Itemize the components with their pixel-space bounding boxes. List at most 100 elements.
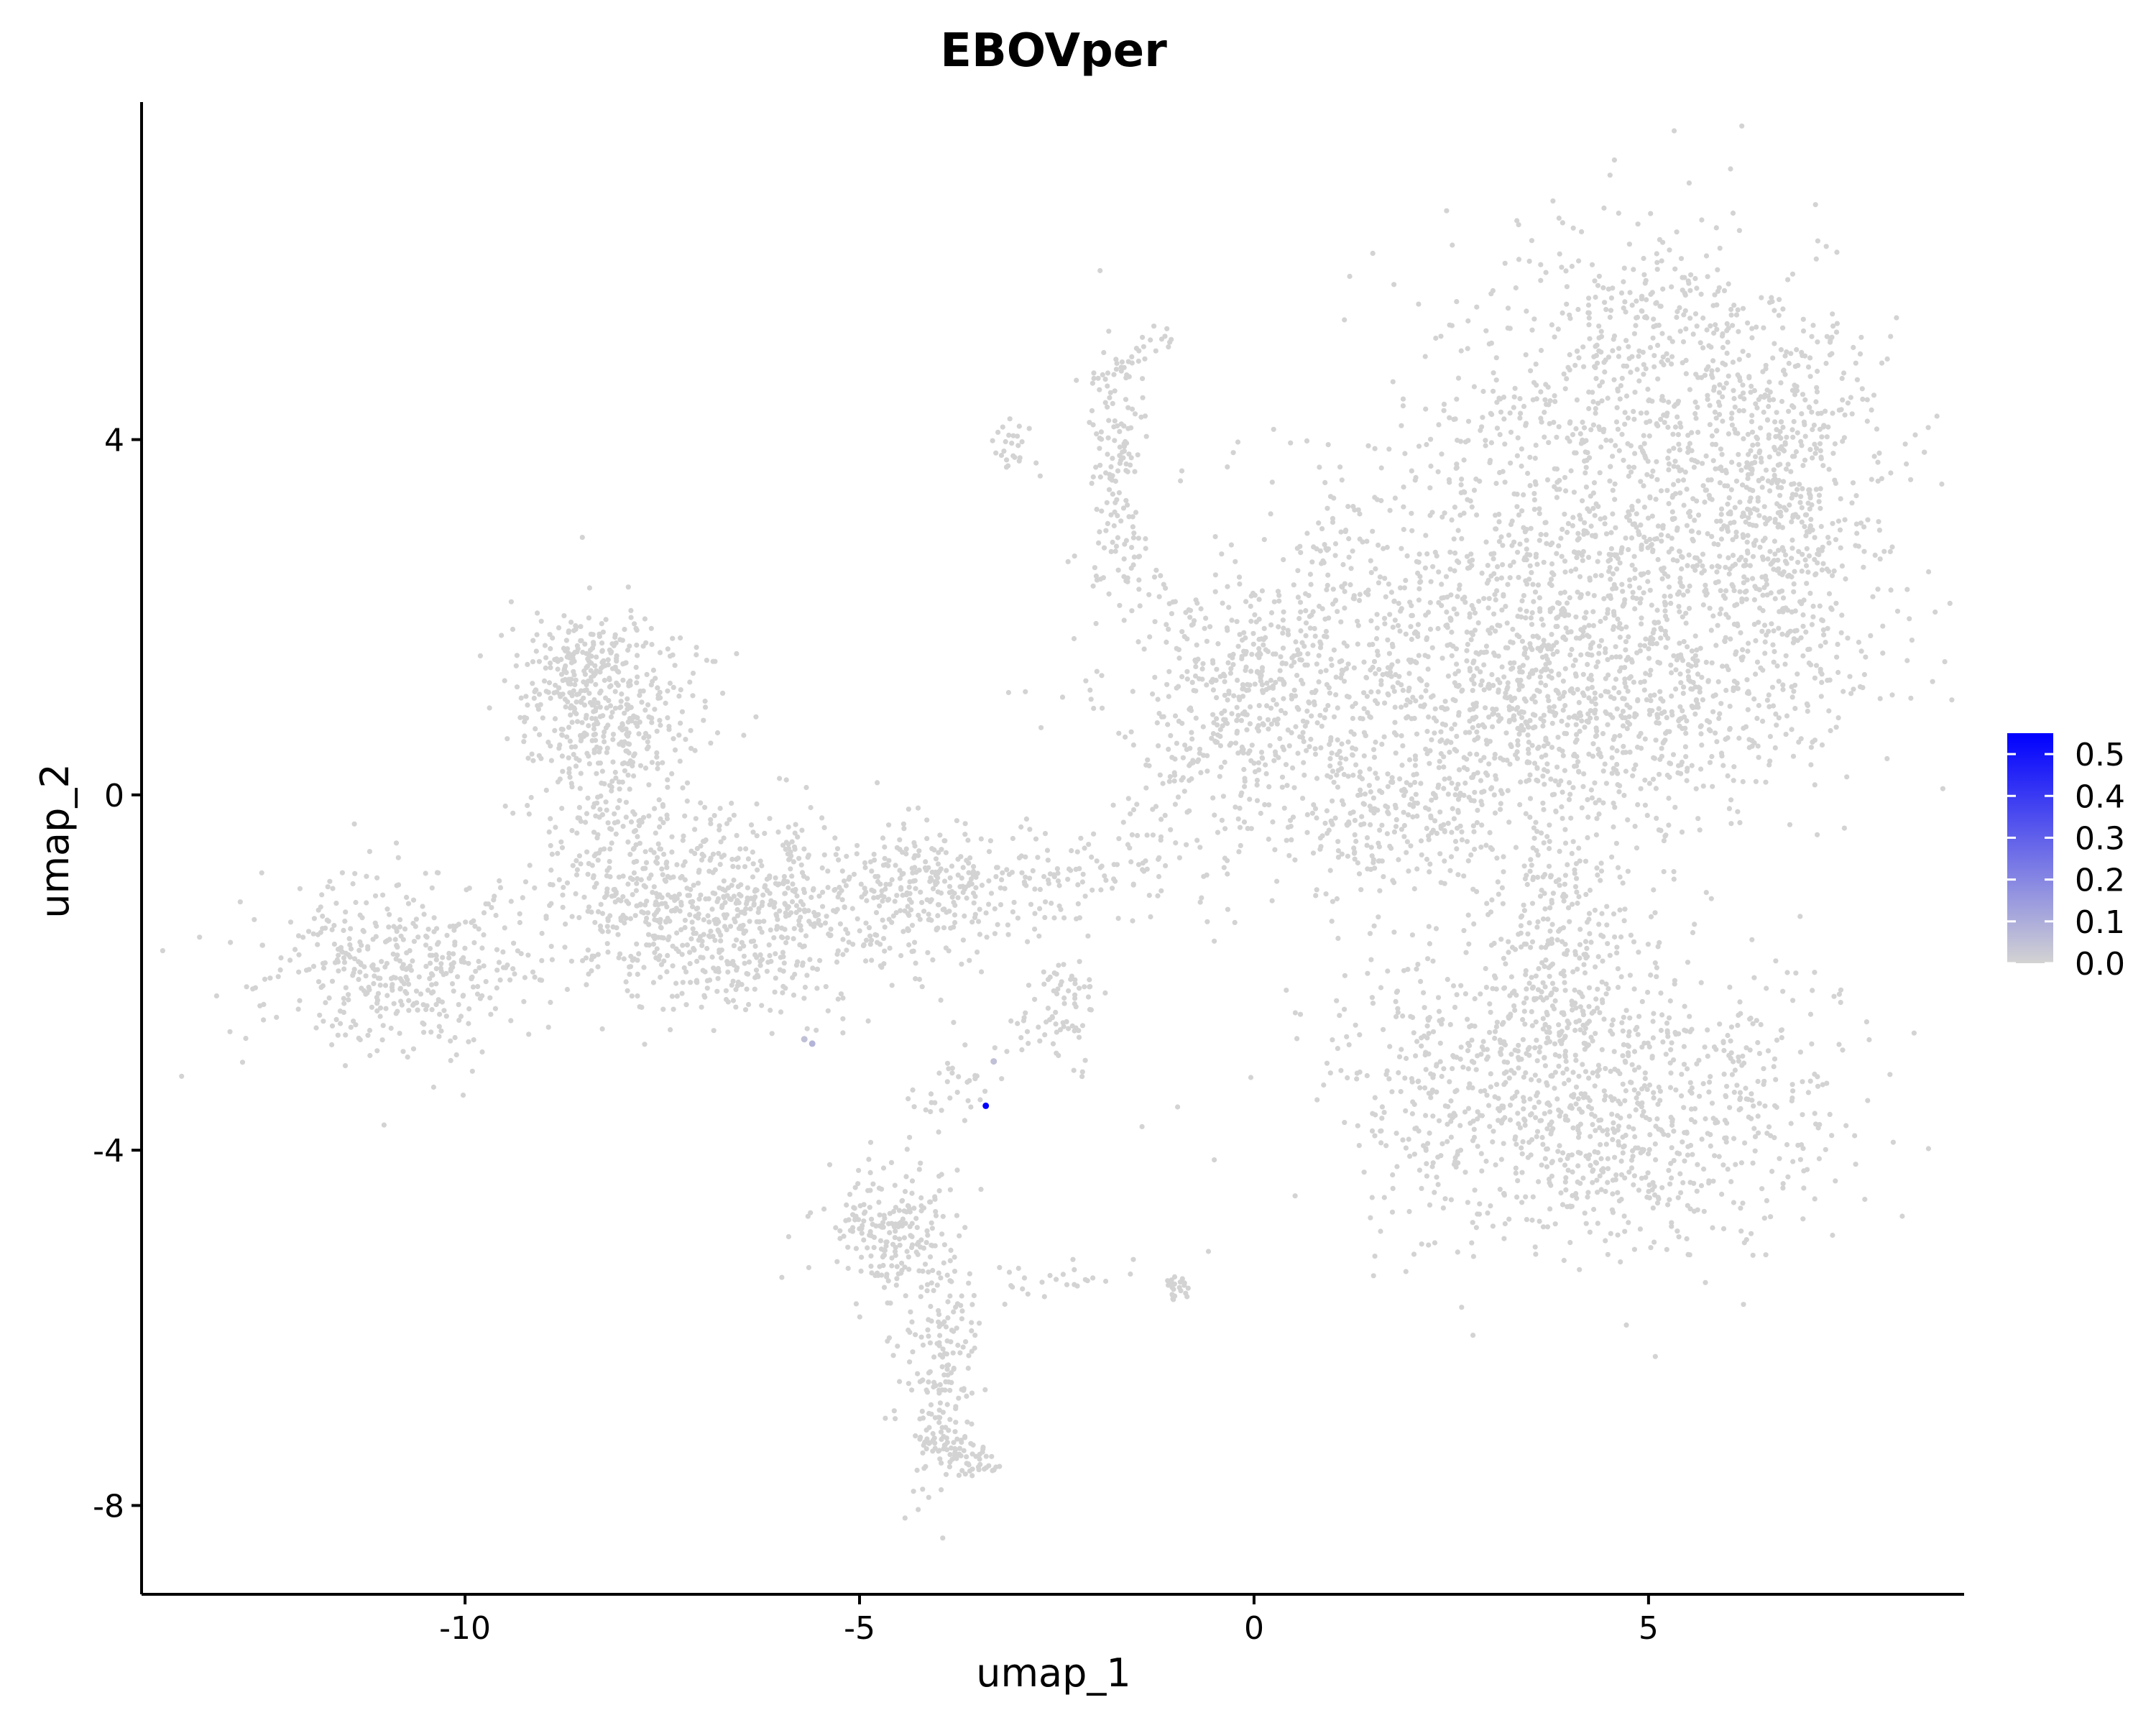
cell-point <box>1608 1231 1613 1236</box>
cell-point <box>1628 1165 1635 1171</box>
cell-point <box>1797 500 1803 505</box>
cell-point <box>1569 263 1575 270</box>
cell-point <box>1193 663 1199 670</box>
cell-point <box>1750 1160 1756 1166</box>
cell-point <box>1416 551 1422 557</box>
cell-point <box>1667 1197 1672 1203</box>
cell-point <box>1688 686 1694 692</box>
cell-point <box>1330 587 1336 592</box>
cell-point <box>1737 589 1743 594</box>
cell-point <box>1648 914 1654 919</box>
cell-point <box>1457 1123 1463 1129</box>
cell-point <box>1461 873 1467 879</box>
cell-point <box>1359 776 1365 782</box>
cell-point <box>1820 561 1826 566</box>
cell-point <box>1517 607 1523 612</box>
cell-point <box>1673 667 1679 673</box>
cell-point <box>1593 800 1598 806</box>
cell-point <box>1438 729 1444 735</box>
cell-point <box>1462 730 1468 735</box>
cell-point <box>1424 856 1430 863</box>
cell-point <box>1591 593 1597 599</box>
cell-point <box>1726 667 1731 673</box>
cell-point <box>1715 563 1720 569</box>
cell-point <box>1527 483 1533 489</box>
cell-point <box>1797 599 1803 605</box>
cell-point <box>1664 413 1669 419</box>
cell-point <box>1500 901 1506 906</box>
cell-point <box>1570 785 1576 791</box>
cell-point <box>1442 829 1447 835</box>
cell-point <box>1593 353 1599 359</box>
cell-point <box>1265 648 1271 655</box>
cell-point <box>1238 842 1243 848</box>
cell-point <box>1660 354 1666 360</box>
cell-point <box>1611 800 1616 806</box>
cell-point <box>1581 364 1587 369</box>
cell-point <box>1902 441 1908 447</box>
cell-point <box>1439 656 1445 661</box>
cell-point <box>1174 645 1179 651</box>
cell-point <box>1593 715 1599 721</box>
cell-point <box>1544 1146 1549 1152</box>
cell-point <box>1710 1225 1715 1231</box>
cell-point <box>1654 815 1659 821</box>
cell-point <box>1631 1173 1637 1179</box>
cell-point <box>1304 812 1310 817</box>
cell-point <box>1451 1054 1457 1060</box>
cell-point <box>1532 589 1539 595</box>
cell-point <box>1338 675 1344 681</box>
cell-point <box>1810 988 1815 993</box>
cell-point <box>1386 651 1392 656</box>
cell-point <box>1731 588 1737 594</box>
cell-point <box>1665 424 1671 431</box>
cell-point <box>1574 732 1580 737</box>
cell-point <box>1748 466 1754 472</box>
cell-point <box>1428 694 1434 700</box>
cell-point <box>1662 632 1669 638</box>
cell-point <box>1225 628 1230 633</box>
cell-point <box>1887 548 1893 555</box>
cell-point <box>1422 354 1428 359</box>
cell-point <box>1678 424 1684 430</box>
cell-point <box>1682 714 1687 720</box>
cell-point <box>1439 582 1445 587</box>
cell-point <box>1724 1083 1730 1089</box>
cell-point <box>1537 1044 1543 1050</box>
cell-point <box>1834 249 1840 255</box>
cell-point <box>1448 592 1454 598</box>
cell-point <box>1505 680 1511 686</box>
cell-point <box>1297 657 1303 663</box>
cell-point <box>1333 692 1339 698</box>
cell-point <box>1426 1242 1432 1248</box>
cell-point <box>1641 255 1646 262</box>
cell-point <box>1519 1151 1525 1157</box>
cell-point <box>1651 323 1657 330</box>
cell-point <box>1176 684 1181 689</box>
cell-point <box>1889 692 1895 698</box>
cell-point <box>1667 247 1672 253</box>
cell-point <box>1268 677 1273 684</box>
cell-point <box>1660 1039 1666 1045</box>
cell-point <box>1755 441 1761 447</box>
cell-point <box>1385 665 1391 671</box>
cell-point <box>1653 497 1659 502</box>
cell-point <box>1504 758 1510 763</box>
cell-point <box>1390 1185 1396 1191</box>
cell-point <box>1445 674 1451 679</box>
cell-point <box>1754 659 1761 665</box>
cell-point <box>1498 801 1503 806</box>
cell-point <box>1784 434 1789 440</box>
cell-point <box>1783 732 1789 737</box>
cell-point <box>1564 284 1570 290</box>
cell-point <box>1587 336 1593 341</box>
cell-point <box>1462 1169 1468 1175</box>
cell-point <box>1588 939 1594 945</box>
cell-point <box>1383 803 1388 809</box>
cell-point <box>1448 1197 1454 1203</box>
cell-point <box>1722 1118 1728 1123</box>
cell-point <box>1563 268 1569 274</box>
cell-point <box>1490 706 1496 712</box>
cell-point <box>1528 368 1534 374</box>
cell-point <box>1498 716 1504 722</box>
